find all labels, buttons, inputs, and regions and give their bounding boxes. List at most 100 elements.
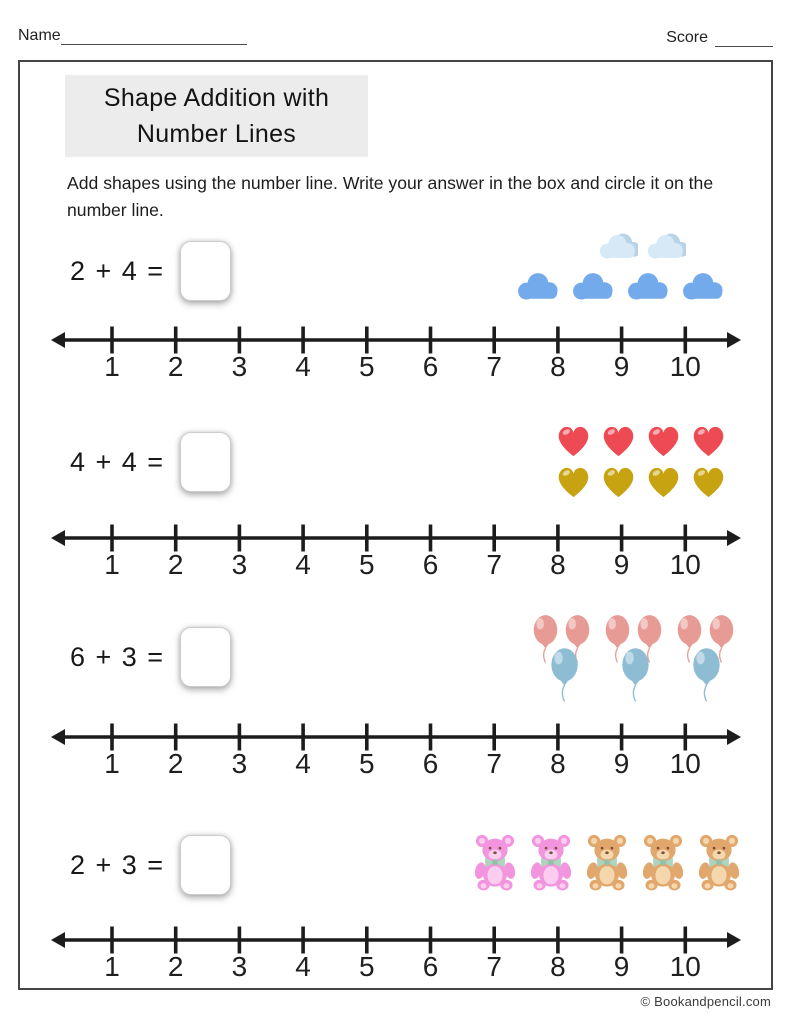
- instructions-text: Add shapes using the number line. Write …: [67, 173, 714, 220]
- problem-1-shape-group-clouds: [515, 233, 726, 302]
- svg-text:5: 5: [359, 951, 375, 982]
- balloon-icon: [693, 648, 720, 702]
- name-field[interactable]: Name: [18, 27, 247, 45]
- score-label: Score: [666, 29, 708, 46]
- copyright-text: © Bookandpencil.com: [640, 994, 771, 1009]
- heart-icon: [558, 426, 589, 457]
- svg-text:3: 3: [232, 748, 248, 779]
- svg-text:2: 2: [168, 748, 184, 779]
- worksheet-border-box: Shape Addition with Number Lines Add sha…: [18, 60, 773, 990]
- cloud-icon: [573, 273, 613, 300]
- worksheet-title: Shape Addition with Number Lines: [65, 75, 368, 157]
- svg-text:6: 6: [423, 951, 439, 982]
- svg-text:1: 1: [104, 951, 120, 982]
- svg-text:2: 2: [168, 951, 184, 982]
- heart-icon: [648, 426, 679, 457]
- svg-text:9: 9: [614, 549, 630, 580]
- heart-icon: [603, 426, 634, 457]
- svg-text:8: 8: [550, 748, 566, 779]
- score-field[interactable]: Score: [666, 29, 773, 47]
- svg-text:8: 8: [550, 549, 566, 580]
- balloon-icon: [622, 648, 649, 702]
- problem-4-equation: 2 + 3 =: [70, 849, 165, 880]
- teddy-bear-icon: [474, 834, 516, 891]
- svg-text:4: 4: [295, 951, 311, 982]
- problem-1-equation: 2 + 4 =: [70, 255, 165, 286]
- problem-4-number-line[interactable]: 1 2 3 4 5 6 7 8 9 10: [50, 924, 742, 982]
- svg-text:6: 6: [423, 748, 439, 779]
- balloon-icon: [533, 615, 558, 663]
- name-underline[interactable]: [60, 30, 247, 45]
- svg-text:8: 8: [550, 951, 566, 982]
- svg-text:2: 2: [168, 549, 184, 580]
- svg-text:5: 5: [359, 748, 375, 779]
- svg-text:1: 1: [104, 351, 120, 382]
- svg-text:6: 6: [423, 351, 439, 382]
- svg-text:1: 1: [104, 748, 120, 779]
- problem-3-shape-group-balloons: [530, 614, 737, 703]
- teddy-bear-icon: [530, 834, 572, 891]
- svg-text:6: 6: [423, 549, 439, 580]
- heart-icon: [558, 467, 589, 498]
- teddy-bear-icon: [698, 834, 740, 891]
- heart-icon: [648, 467, 679, 498]
- number-line-svg[interactable]: 1 2 3 4 5 6 7 8 9 10: [50, 924, 742, 982]
- balloon-icon: [605, 615, 630, 663]
- problem-2-number-line[interactable]: 1 2 3 4 5 6 7 8 9 10: [50, 522, 742, 580]
- svg-text:10: 10: [670, 351, 701, 382]
- cloud-icon: [647, 233, 686, 259]
- problem-3-answer-box[interactable]: [179, 627, 231, 687]
- heart-icon: [693, 467, 724, 498]
- problem-1-answer-box[interactable]: [179, 241, 231, 301]
- svg-text:8: 8: [550, 351, 566, 382]
- balloon-icon: [677, 615, 702, 663]
- problem-3-equation: 6 + 3 =: [70, 641, 165, 672]
- problem-3-equation-row: 6 + 3 =: [70, 626, 231, 688]
- svg-text:5: 5: [359, 351, 375, 382]
- teddy-bear-icon: [586, 834, 628, 891]
- teddy-bear-icon: [642, 834, 684, 891]
- svg-text:9: 9: [614, 351, 630, 382]
- problem-4-shape-group-bears: [472, 831, 742, 892]
- number-line-svg[interactable]: 1 2 3 4 5 6 7 8 9 10: [50, 324, 742, 382]
- svg-text:5: 5: [359, 549, 375, 580]
- svg-text:7: 7: [486, 549, 502, 580]
- problem-4-equation-row: 2 + 3 =: [70, 834, 231, 896]
- svg-text:4: 4: [295, 351, 311, 382]
- svg-text:7: 7: [486, 748, 502, 779]
- svg-text:3: 3: [232, 351, 248, 382]
- name-label: Name: [18, 27, 61, 44]
- balloon-icon: [637, 615, 662, 663]
- cloud-icon: [599, 233, 638, 259]
- svg-text:3: 3: [232, 549, 248, 580]
- svg-text:1: 1: [104, 549, 120, 580]
- problem-1-number-line[interactable]: 1 2 3 4 5 6 7 8 9 10: [50, 324, 742, 382]
- problem-2-shape-group-hearts: [554, 422, 728, 500]
- number-line-svg[interactable]: 1 2 3 4 5 6 7 8 9 10: [50, 522, 742, 580]
- problem-4-answer-box[interactable]: [179, 835, 231, 895]
- title-line-1: Shape Addition with: [103, 84, 330, 112]
- cloud-icon: [518, 273, 558, 300]
- cloud-icon: [683, 273, 723, 300]
- svg-text:3: 3: [232, 951, 248, 982]
- svg-text:10: 10: [670, 951, 701, 982]
- problem-2-answer-box[interactable]: [179, 432, 231, 492]
- heart-icon: [693, 426, 724, 457]
- svg-text:7: 7: [486, 951, 502, 982]
- problem-2-equation: 4 + 4 =: [70, 446, 165, 477]
- svg-text:4: 4: [295, 549, 311, 580]
- svg-text:4: 4: [295, 748, 311, 779]
- score-underline[interactable]: [715, 32, 773, 47]
- cloud-icon: [628, 273, 668, 300]
- svg-text:10: 10: [670, 748, 701, 779]
- number-line-svg[interactable]: 1 2 3 4 5 6 7 8 9 10: [50, 721, 742, 779]
- svg-text:10: 10: [670, 549, 701, 580]
- svg-text:2: 2: [168, 351, 184, 382]
- problem-3-number-line[interactable]: 1 2 3 4 5 6 7 8 9 10: [50, 721, 742, 779]
- svg-text:7: 7: [486, 351, 502, 382]
- svg-text:9: 9: [614, 748, 630, 779]
- problem-2-equation-row: 4 + 4 =: [70, 431, 231, 493]
- balloon-icon: [709, 615, 734, 663]
- balloon-icon: [565, 615, 590, 663]
